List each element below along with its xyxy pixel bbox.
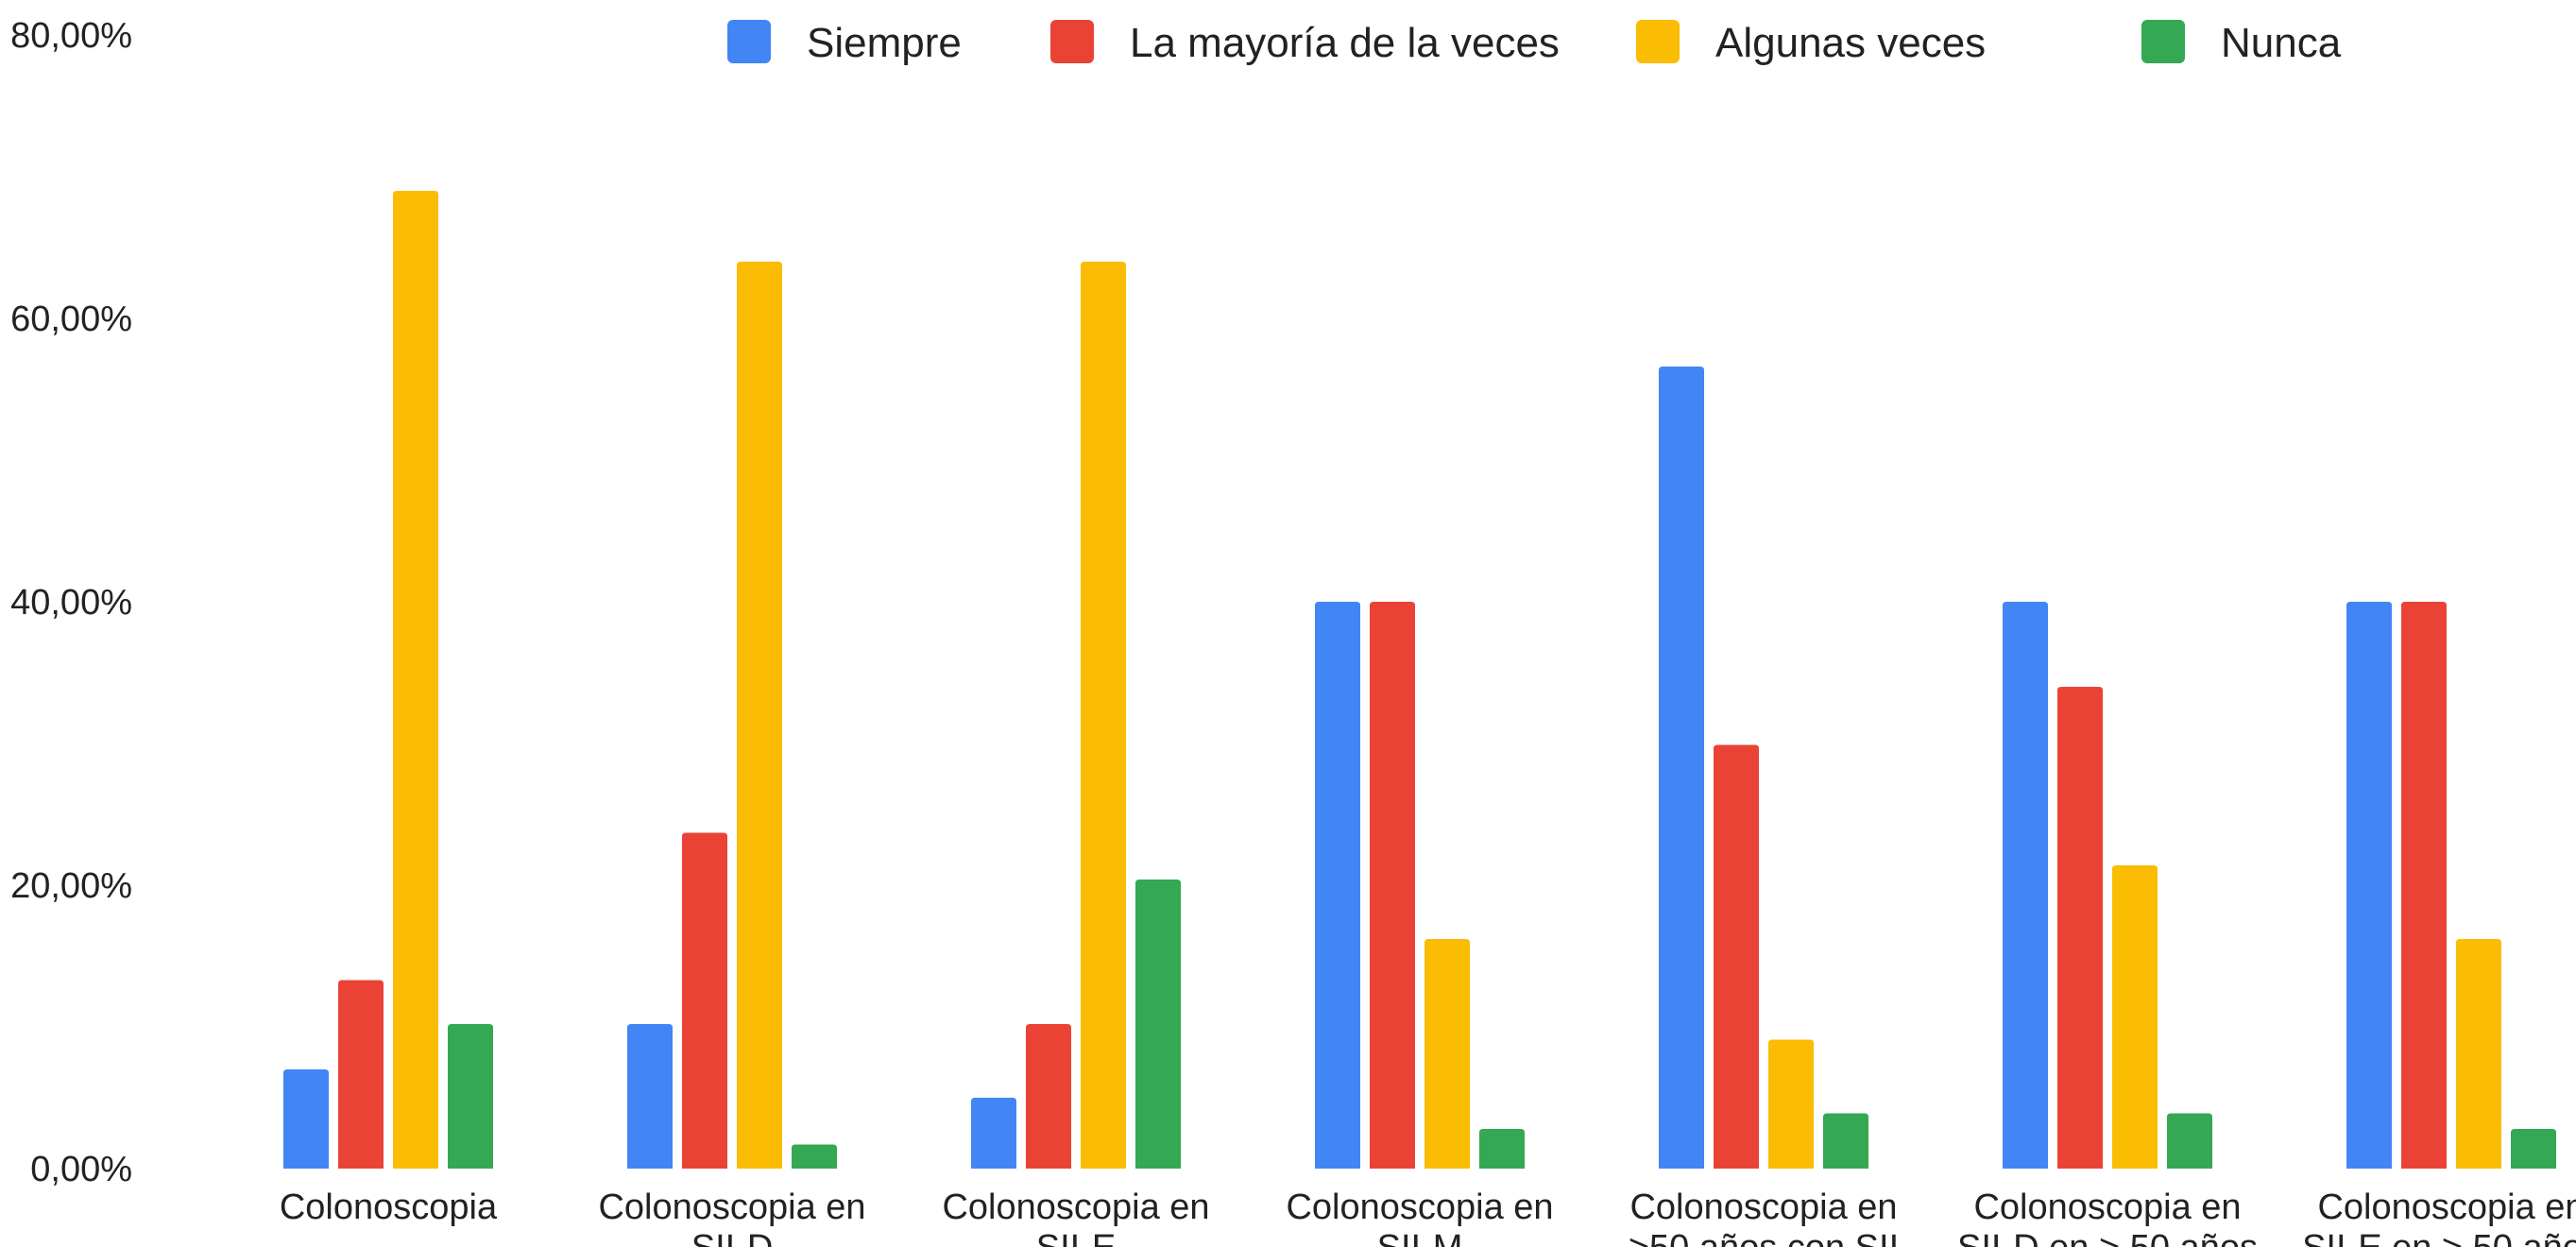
bar-la-mayor-a-de-la-veces bbox=[1370, 602, 1415, 1169]
bar-siempre bbox=[283, 1069, 329, 1169]
bar-group bbox=[1659, 367, 1868, 1169]
x-tick-label: SII-M bbox=[1377, 1228, 1463, 1247]
bar-siempre bbox=[627, 1024, 673, 1169]
legend-item: Algunas veces bbox=[1636, 20, 1986, 66]
y-tick-label: 20,00% bbox=[10, 866, 132, 906]
bar-la-mayor-a-de-la-veces bbox=[682, 832, 727, 1169]
x-tick-label: Colonoscopia bbox=[280, 1187, 498, 1227]
bar-siempre bbox=[2003, 602, 2048, 1169]
bar-siempre bbox=[1659, 367, 1704, 1169]
legend: Siempre La mayoría de la veces Algunas vec… bbox=[727, 20, 2342, 66]
x-tick-label: Colonoscopia en bbox=[1629, 1187, 1897, 1227]
bar-nunca bbox=[1135, 880, 1181, 1169]
legend-label: La mayoría de la veces bbox=[1130, 20, 1560, 66]
x-tick-label: Colonoscopia en bbox=[1973, 1187, 2241, 1227]
y-tick-label: 0,00% bbox=[30, 1150, 132, 1189]
legend-swatch bbox=[1636, 20, 1680, 63]
bar-algunas-veces bbox=[1424, 939, 1470, 1169]
bar-la-mayor-a-de-la-veces bbox=[1714, 744, 1759, 1169]
bar-algunas-veces bbox=[1081, 262, 1126, 1169]
bar-algunas-veces bbox=[2456, 939, 2501, 1169]
x-tick-label: Colonoscopia en bbox=[598, 1187, 865, 1227]
x-tick-label: Colonoscopia en bbox=[1286, 1187, 1553, 1227]
legend-item: La mayoría de la veces bbox=[1050, 20, 1560, 66]
legend-swatch bbox=[727, 20, 771, 63]
bar-algunas-veces bbox=[393, 191, 438, 1169]
bar-la-mayor-a-de-la-veces bbox=[1026, 1024, 1071, 1169]
bar-siempre bbox=[971, 1098, 1016, 1169]
x-tick-label: SII-E bbox=[1036, 1228, 1116, 1247]
bar-nunca bbox=[2167, 1113, 2212, 1169]
legend-swatch bbox=[1050, 20, 1094, 63]
bar-nunca bbox=[1479, 1129, 1525, 1169]
legend-item: Siempre bbox=[727, 20, 962, 66]
legend-label: Siempre bbox=[807, 20, 962, 66]
bar-nunca bbox=[2511, 1129, 2556, 1169]
bar-group bbox=[971, 262, 1181, 1169]
bar-nunca bbox=[448, 1024, 493, 1169]
y-tick-label: 40,00% bbox=[10, 583, 132, 623]
bar-algunas-veces bbox=[2112, 865, 2158, 1169]
y-tick-label: 80,00% bbox=[10, 16, 132, 56]
bar-group bbox=[283, 191, 493, 1169]
x-tick-label: Colonoscopia en bbox=[2317, 1187, 2576, 1227]
bar-algunas-veces bbox=[737, 262, 782, 1169]
bar-la-mayor-a-de-la-veces bbox=[338, 980, 384, 1169]
x-tick-label: SII-D en > 50 años bbox=[1957, 1228, 2258, 1247]
legend-swatch bbox=[2141, 20, 2185, 63]
bar-siempre bbox=[2346, 602, 2392, 1169]
bar-siempre bbox=[1315, 602, 1360, 1169]
bar-la-mayor-a-de-la-veces bbox=[2401, 602, 2447, 1169]
x-tick-label: SII-D bbox=[691, 1228, 774, 1247]
legend-label: Algunas veces bbox=[1715, 20, 1986, 66]
y-tick-label: 60,00% bbox=[10, 299, 132, 339]
x-tick-label: SII-E en > 50 años bbox=[2302, 1228, 2576, 1247]
y-axis: 0,00% 20,00% 40,00% 60,00% 80,00% bbox=[10, 16, 132, 1189]
bar-group bbox=[627, 262, 837, 1169]
bar-la-mayor-a-de-la-veces bbox=[2057, 687, 2103, 1169]
bar-group bbox=[2346, 602, 2556, 1169]
bar-group bbox=[1315, 602, 1525, 1169]
legend-label: Nunca bbox=[2221, 20, 2342, 66]
legend-item: Nunca bbox=[2141, 20, 2342, 66]
x-tick-label: >50 años con SII bbox=[1629, 1228, 1899, 1247]
bars bbox=[283, 191, 2556, 1169]
bar-algunas-veces bbox=[1768, 1039, 1814, 1169]
bar-nunca bbox=[792, 1144, 837, 1169]
x-tick-label: Colonoscopia en bbox=[942, 1187, 1209, 1227]
bar-nunca bbox=[1823, 1113, 1868, 1169]
bar-group bbox=[2003, 602, 2212, 1169]
